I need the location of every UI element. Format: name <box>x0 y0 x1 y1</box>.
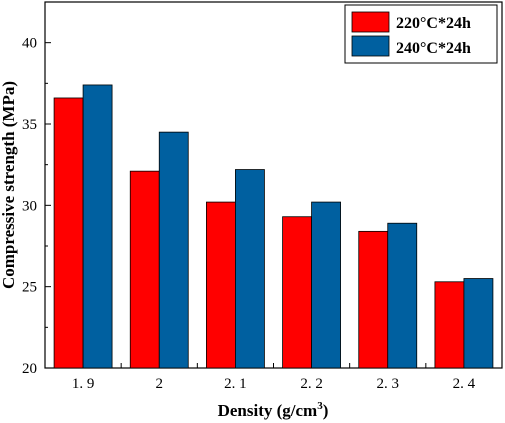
bar-220-1 <box>129 170 160 369</box>
bar-240-1 <box>158 131 189 369</box>
y-tick-label: 35 <box>22 117 37 133</box>
bar-220-4 <box>358 230 389 369</box>
x-axis-ticks: 1. 9 2 2. 1 2. 2 2. 3 2. 4 <box>72 363 476 392</box>
bar-240-3 <box>311 201 341 369</box>
bar-220-2 <box>206 201 236 369</box>
x-tick-label: 2 <box>156 376 164 392</box>
legend-swatch-220 <box>351 11 390 33</box>
bars-group <box>53 84 494 369</box>
x-axis-title: Density (g/cm3) <box>218 400 329 420</box>
plot-area: 20 25 30 35 40 1. 9 2 2. 1 2. 2 2. 3 2. 4 <box>22 1 503 392</box>
bar-220-3 <box>282 216 312 369</box>
bar-240-2 <box>235 169 265 369</box>
bar-220-0 <box>53 97 84 369</box>
y-axis-ticks: 20 25 30 35 40 <box>22 1 51 377</box>
bar-240-5 <box>463 278 494 369</box>
x-tick-label: 2. 4 <box>453 376 476 392</box>
legend: 220°C*24h 240°C*24h <box>344 4 498 64</box>
y-tick-label: 25 <box>22 280 37 296</box>
x-tick-label: 2. 3 <box>377 376 400 392</box>
x-tick-label: 1. 9 <box>72 376 95 392</box>
y-tick-label: 40 <box>22 36 37 52</box>
bar-240-0 <box>82 84 113 369</box>
legend-swatch-240 <box>351 35 390 57</box>
y-axis-title: Compressive strength (MPa) <box>0 81 18 289</box>
legend-label-220: 220°C*24h <box>396 15 471 32</box>
legend-label-240: 240°C*24h <box>396 40 471 57</box>
y-tick-label: 30 <box>22 198 37 214</box>
x-tick-label: 2. 2 <box>300 376 323 392</box>
y-tick-label: 20 <box>22 361 37 377</box>
bar-240-4 <box>387 222 418 369</box>
bar-220-5 <box>434 281 465 369</box>
x-tick-label: 2. 1 <box>224 376 247 392</box>
